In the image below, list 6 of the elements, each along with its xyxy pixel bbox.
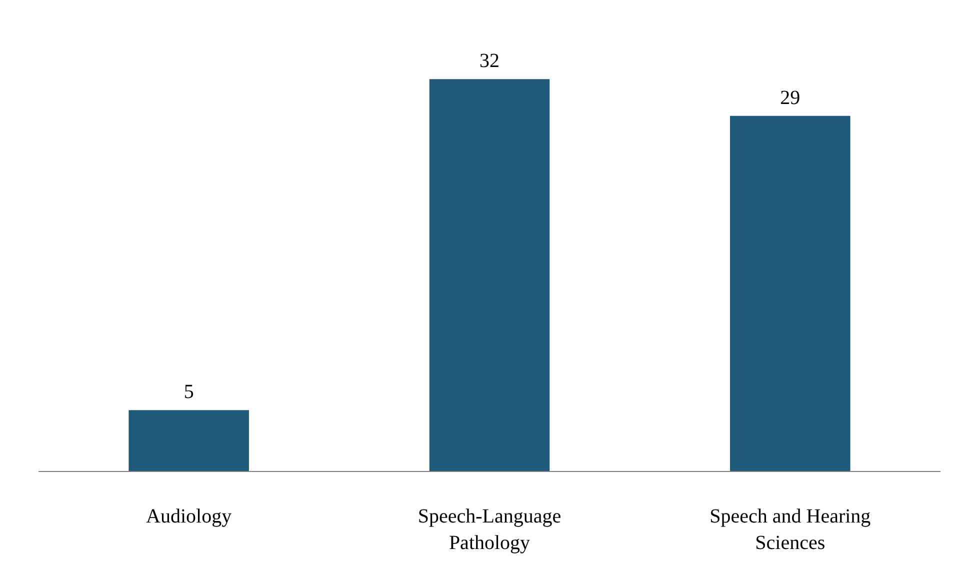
- data-label: 29: [780, 86, 800, 109]
- x-tick-label: Speech and Hearing Sciences: [710, 506, 871, 554]
- data-label: 5: [184, 381, 194, 404]
- x-tick-label: Speech-Language Pathology: [418, 506, 562, 554]
- x-tick-label: Audiology: [146, 506, 232, 528]
- data-label: 32: [480, 50, 500, 72]
